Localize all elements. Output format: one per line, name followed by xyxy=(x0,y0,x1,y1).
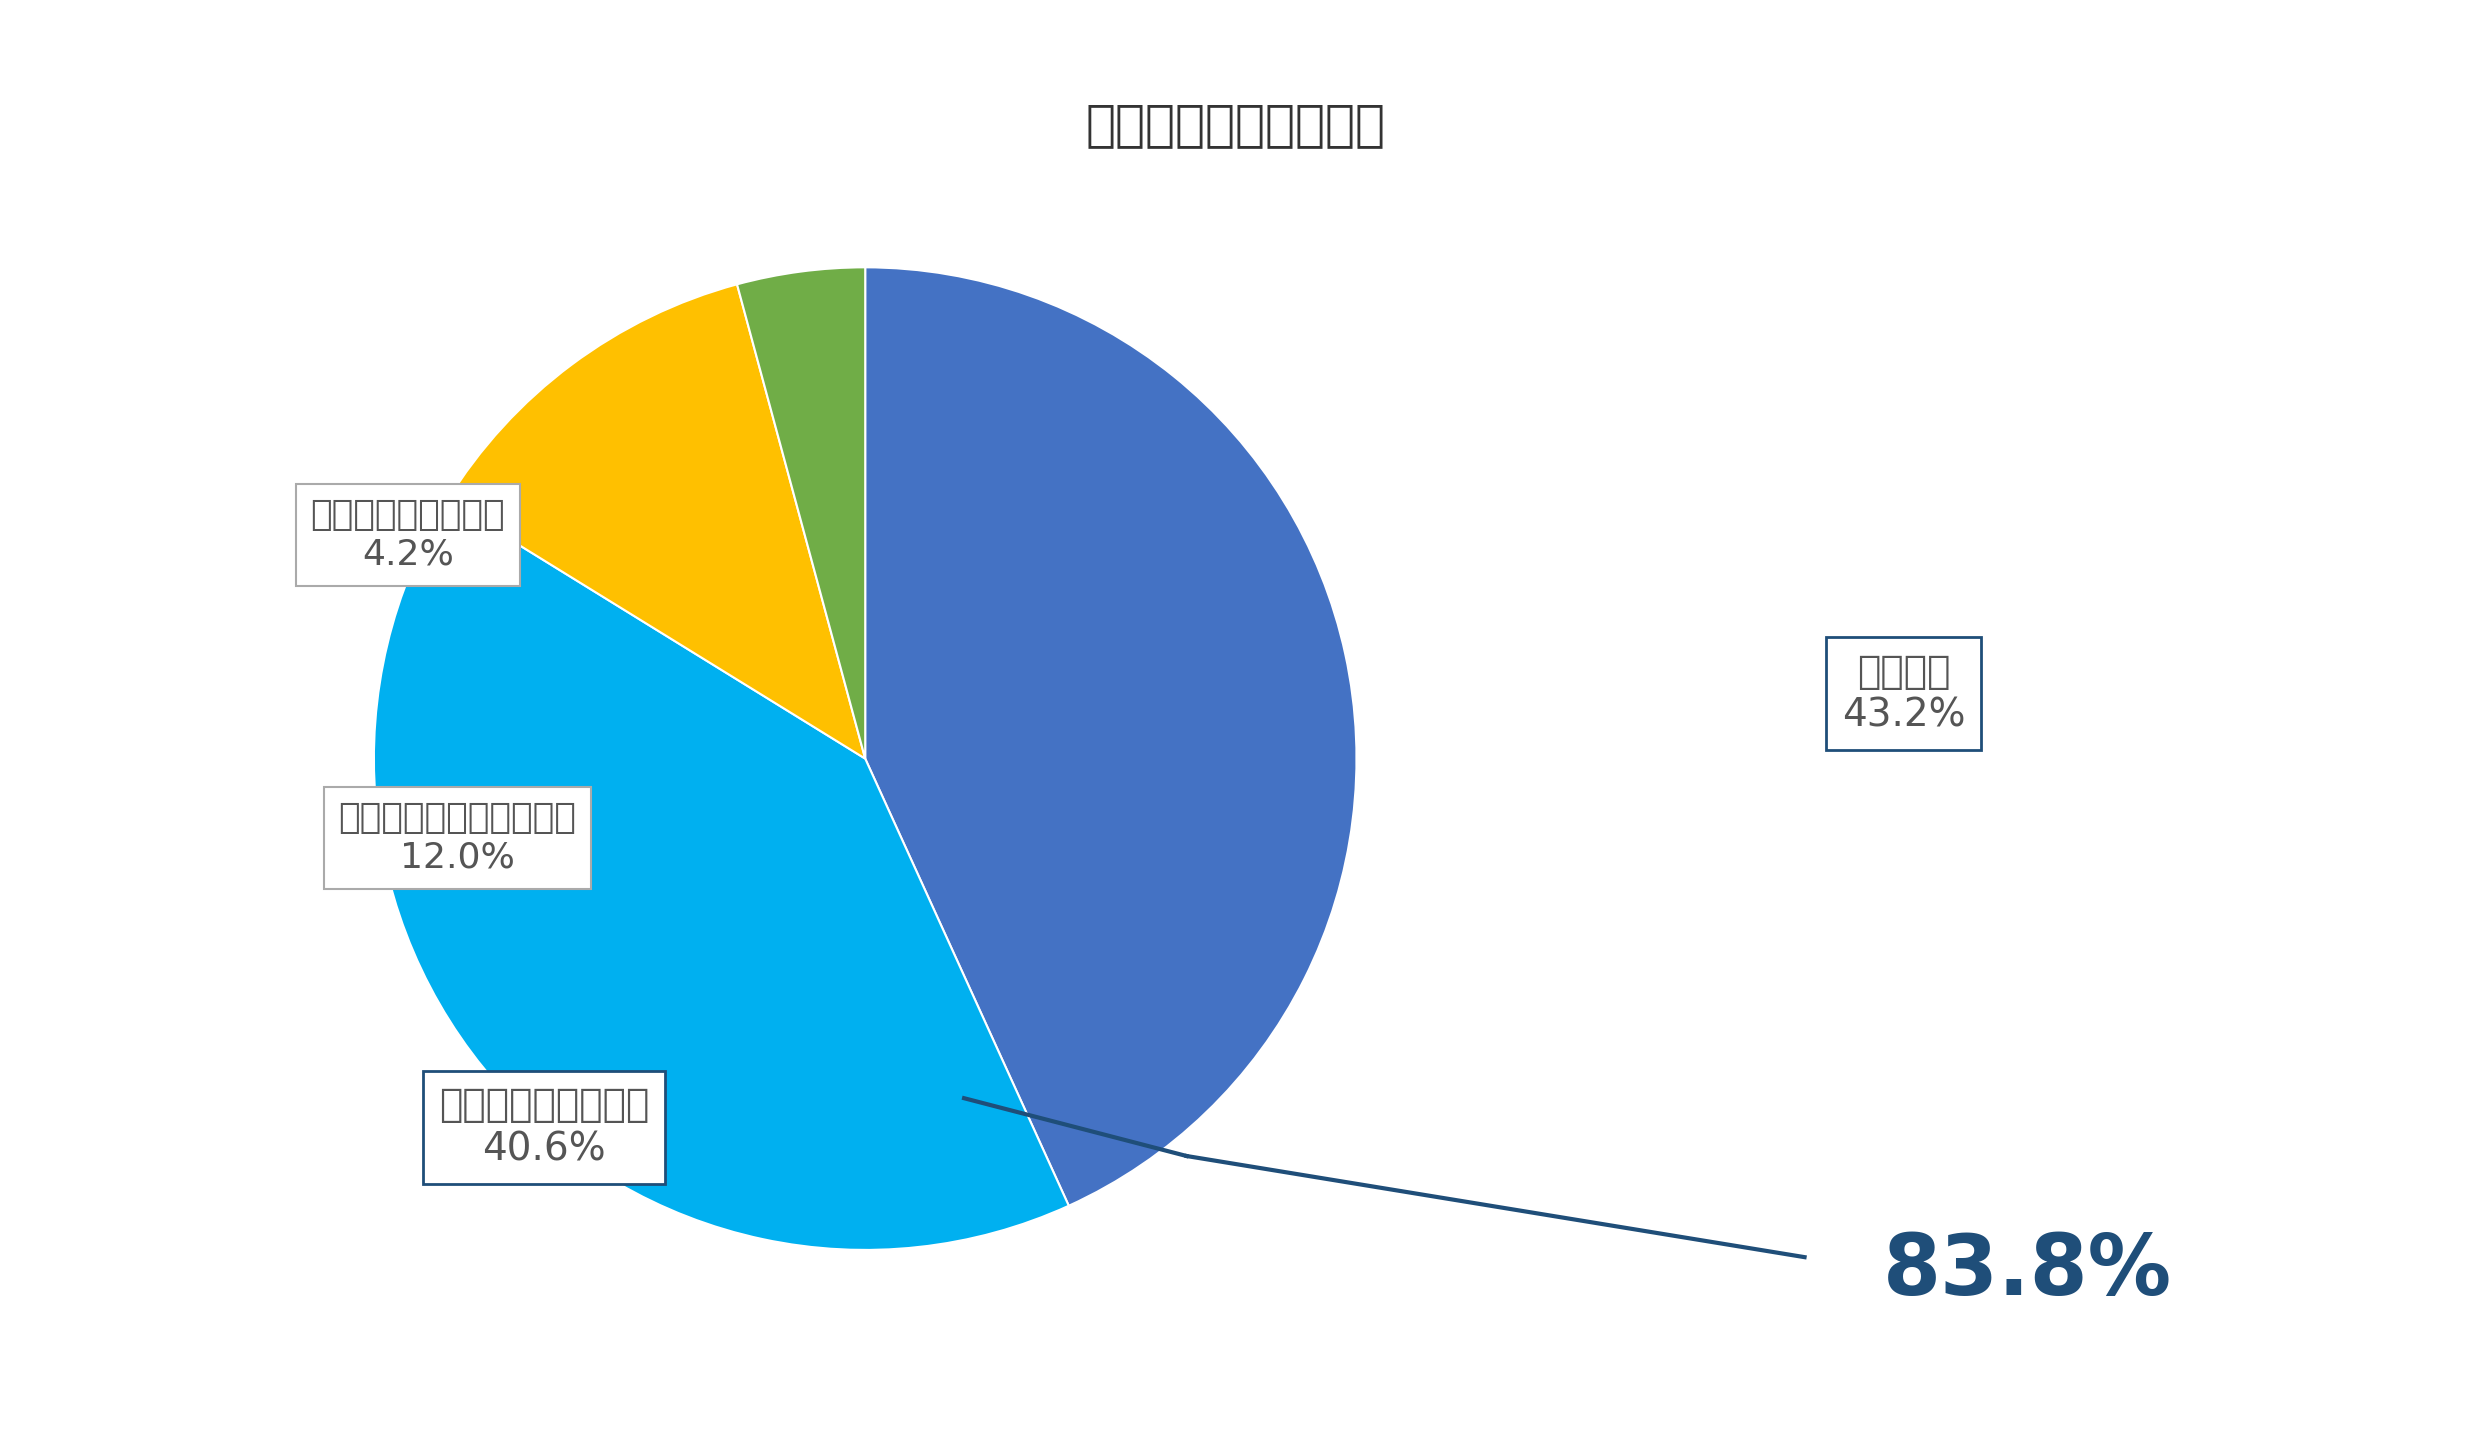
Wedge shape xyxy=(373,500,1068,1250)
Text: 83.8%: 83.8% xyxy=(1884,1231,2170,1312)
Text: おせちを用意する方法: おせちを用意する方法 xyxy=(1085,101,1387,149)
Wedge shape xyxy=(447,285,865,759)
Text: 手作りと購入の両方
40.6%: 手作りと購入の両方 40.6% xyxy=(438,1087,650,1168)
Text: 自分では用意しない
4.2%: 自分では用意しない 4.2% xyxy=(311,499,504,571)
Text: 自分や家族が手作りする
12.0%: 自分や家族が手作りする 12.0% xyxy=(339,802,576,874)
Wedge shape xyxy=(865,267,1357,1205)
Wedge shape xyxy=(737,267,865,759)
Text: 購入する
43.2%: 購入する 43.2% xyxy=(1842,653,1965,734)
